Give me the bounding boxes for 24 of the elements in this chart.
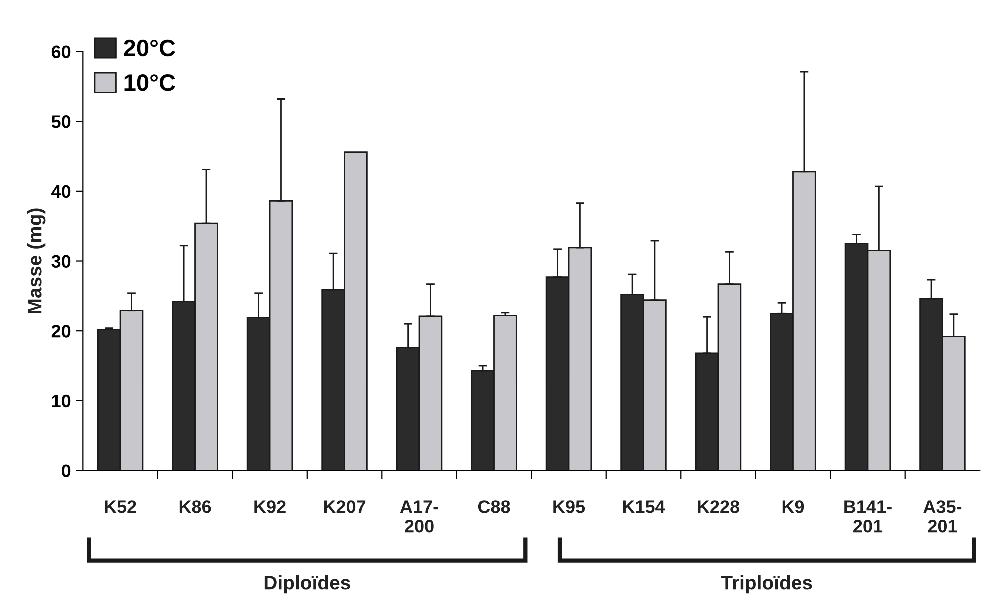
- x-tick-label: K9: [782, 500, 804, 514]
- x-tick-label: K228: [698, 500, 740, 514]
- x-tick-label: A35-201: [924, 500, 962, 533]
- x-tick-label: K95: [554, 500, 586, 514]
- x-tick-label: C88: [478, 500, 510, 514]
- text: Diploïdes: [264, 576, 350, 594]
- y-tick-label: 20: [52, 325, 71, 338]
- y-tick-label: 0: [62, 464, 71, 478]
- y-tick-label: 30: [52, 255, 71, 268]
- y-tick-label: 60: [52, 46, 71, 58]
- y-tick-label: 10: [52, 394, 71, 408]
- text: Triploïdes: [721, 576, 812, 594]
- x-tick-label: K154: [623, 500, 666, 514]
- x-tick-label: K86: [180, 500, 212, 514]
- x-tick-label: B141-201: [844, 500, 892, 533]
- legend-label: 10°C: [124, 74, 176, 92]
- x-tick-label: K52: [105, 500, 136, 514]
- x-tick-label: K207: [324, 500, 366, 514]
- legend-label: 20°C: [124, 40, 176, 57]
- x-tick-label: K92: [254, 500, 286, 514]
- y-tick-label: 40: [52, 185, 71, 198]
- y-tick-label: 50: [52, 116, 71, 128]
- y-axis-title: Masse (mg): [28, 208, 46, 314]
- x-tick-label: A17-200: [400, 500, 438, 533]
